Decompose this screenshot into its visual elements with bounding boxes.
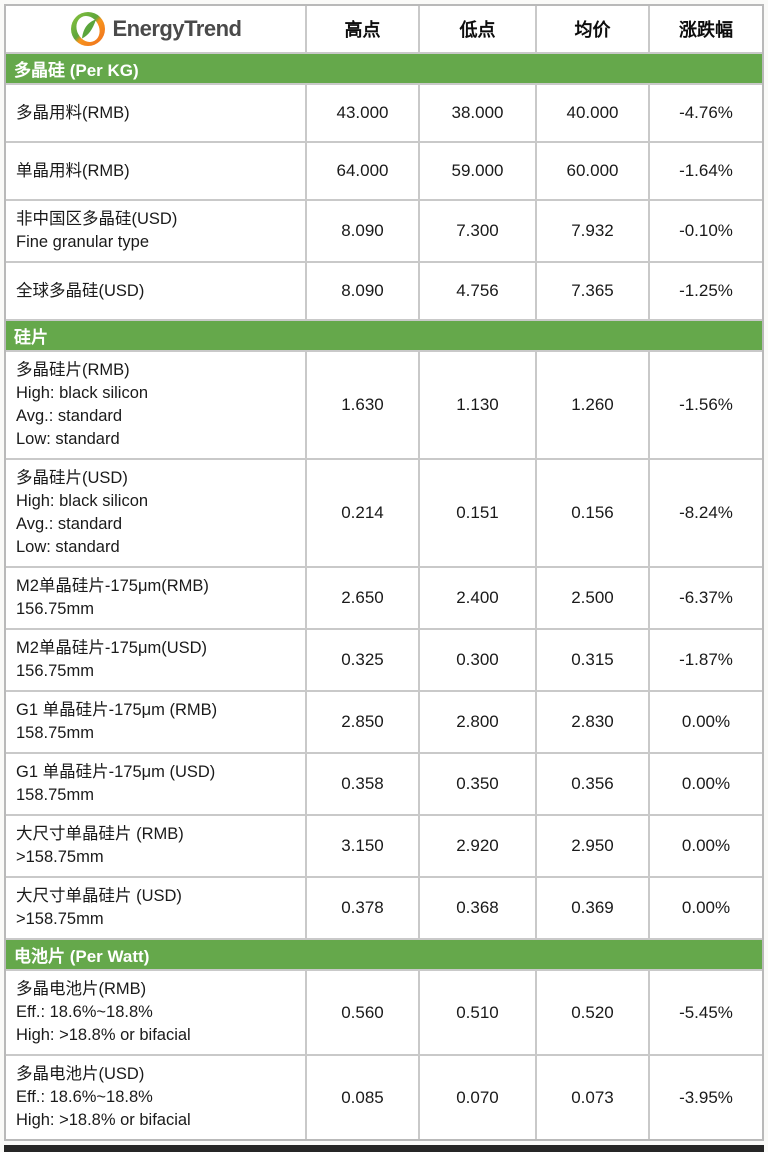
cell-low: 2.920 (418, 816, 535, 876)
cell-high: 0.378 (305, 878, 418, 938)
table-header-row: EnergyTrend 高点 低点 均价 涨跌幅 (6, 6, 762, 52)
next-section-cutoff-bar (4, 1145, 764, 1152)
cell-avg: 0.369 (535, 878, 648, 938)
price-table: EnergyTrend 高点 低点 均价 涨跌幅 多晶硅 (Per KG) 多晶… (4, 4, 764, 1141)
cell-avg: 0.315 (535, 630, 648, 690)
section-header-polysilicon: 多晶硅 (Per KG) (6, 52, 762, 83)
cell-avg: 60.000 (535, 143, 648, 199)
cell-low: 4.756 (418, 263, 535, 319)
column-header-change: 涨跌幅 (648, 6, 762, 52)
cell-high: 43.000 (305, 85, 418, 141)
table-row: M2单晶硅片-175μm(RMB) 156.75mm 2.650 2.400 2… (6, 566, 762, 628)
table-row: M2单晶硅片-175μm(USD) 156.75mm 0.325 0.300 0… (6, 628, 762, 690)
cell-low: 0.368 (418, 878, 535, 938)
section-header-cell: 电池片 (Per Watt) (6, 938, 762, 969)
cell-avg: 40.000 (535, 85, 648, 141)
cell-low: 59.000 (418, 143, 535, 199)
table-row: G1 单晶硅片-175μm (RMB) 158.75mm 2.850 2.800… (6, 690, 762, 752)
table-row: G1 单晶硅片-175μm (USD) 158.75mm 0.358 0.350… (6, 752, 762, 814)
cell-change: 0.00% (648, 754, 762, 814)
cell-change: -1.56% (648, 352, 762, 458)
cell-low: 0.151 (418, 460, 535, 566)
brand-logo: EnergyTrend (6, 6, 305, 52)
cell-low: 0.300 (418, 630, 535, 690)
row-label: 大尺寸单晶硅片 (USD) >158.75mm (16, 887, 182, 928)
cell-change: -1.25% (648, 263, 762, 319)
row-label: 多晶硅片(USD) High: black silicon Avg.: stan… (16, 469, 149, 556)
cell-high: 1.630 (305, 352, 418, 458)
cell-high: 8.090 (305, 201, 418, 261)
cell-high: 0.085 (305, 1056, 418, 1139)
row-label: 多晶电池片(RMB) Eff.: 18.6%~18.8% High: >18.8… (16, 980, 191, 1044)
cell-change: 0.00% (648, 878, 762, 938)
cell-high: 8.090 (305, 263, 418, 319)
cell-high: 0.358 (305, 754, 418, 814)
cell-change: -1.64% (648, 143, 762, 199)
row-label: M2单晶硅片-175μm(USD) 156.75mm (16, 639, 208, 680)
row-label: 多晶硅片(RMB) High: black silicon Avg.: stan… (16, 361, 149, 448)
cell-change: 0.00% (648, 692, 762, 752)
cell-avg: 0.156 (535, 460, 648, 566)
energytrend-leaf-globe-icon (70, 11, 106, 47)
cell-avg: 7.932 (535, 201, 648, 261)
brand-name: EnergyTrend (112, 16, 242, 41)
cell-avg: 2.950 (535, 816, 648, 876)
cell-high: 0.325 (305, 630, 418, 690)
cell-high: 2.650 (305, 568, 418, 628)
row-label: 全球多晶硅(USD) (16, 281, 145, 300)
cell-high: 0.214 (305, 460, 418, 566)
table-row: 多晶电池片(USD) Eff.: 18.6%~18.8% High: >18.8… (6, 1054, 762, 1139)
cell-low: 2.400 (418, 568, 535, 628)
cell-low: 2.800 (418, 692, 535, 752)
row-label: G1 单晶硅片-175μm (RMB) 158.75mm (16, 701, 218, 742)
cell-high: 0.560 (305, 971, 418, 1054)
cell-low: 0.350 (418, 754, 535, 814)
cell-avg: 2.500 (535, 568, 648, 628)
row-label: 单晶用料(RMB) (16, 161, 130, 180)
cell-change: -0.10% (648, 201, 762, 261)
cell-change: -8.24% (648, 460, 762, 566)
cell-avg: 2.830 (535, 692, 648, 752)
cell-low: 1.130 (418, 352, 535, 458)
cell-avg: 0.356 (535, 754, 648, 814)
cell-change: -3.95% (648, 1056, 762, 1139)
table-row: 大尺寸单晶硅片 (RMB) >158.75mm 3.150 2.920 2.95… (6, 814, 762, 876)
column-header-high: 高点 (305, 6, 418, 52)
cell-change: -5.45% (648, 971, 762, 1054)
row-label: 非中国区多晶硅(USD) Fine granular type (16, 210, 178, 251)
column-header-avg: 均价 (535, 6, 648, 52)
cell-low: 7.300 (418, 201, 535, 261)
cell-high: 2.850 (305, 692, 418, 752)
row-label: G1 单晶硅片-175μm (USD) 158.75mm (16, 763, 216, 804)
table-row: 多晶硅片(USD) High: black silicon Avg.: stan… (6, 458, 762, 566)
table-row: 全球多晶硅(USD) 8.090 4.756 7.365 -1.25% (6, 261, 762, 319)
cell-low: 0.510 (418, 971, 535, 1054)
table-row: 非中国区多晶硅(USD) Fine granular type 8.090 7.… (6, 199, 762, 261)
section-header-wafer: 硅片 (6, 319, 762, 350)
row-label: 大尺寸单晶硅片 (RMB) >158.75mm (16, 825, 184, 866)
table-row: 多晶硅片(RMB) High: black silicon Avg.: stan… (6, 350, 762, 458)
column-header-low: 低点 (418, 6, 535, 52)
cell-avg: 0.073 (535, 1056, 648, 1139)
table-row: 多晶电池片(RMB) Eff.: 18.6%~18.8% High: >18.8… (6, 969, 762, 1054)
cell-change: -6.37% (648, 568, 762, 628)
table-row: 多晶用料(RMB) 43.000 38.000 40.000 -4.76% (6, 83, 762, 141)
cell-high: 3.150 (305, 816, 418, 876)
cell-avg: 0.520 (535, 971, 648, 1054)
cell-avg: 1.260 (535, 352, 648, 458)
row-label: M2单晶硅片-175μm(RMB) 156.75mm (16, 577, 209, 618)
cell-low: 38.000 (418, 85, 535, 141)
cell-change: -4.76% (648, 85, 762, 141)
cell-high: 64.000 (305, 143, 418, 199)
cell-avg: 7.365 (535, 263, 648, 319)
cell-change: 0.00% (648, 816, 762, 876)
row-label: 多晶用料(RMB) (16, 103, 130, 122)
row-label: 多晶电池片(USD) Eff.: 18.6%~18.8% High: >18.8… (16, 1065, 191, 1129)
cell-low: 0.070 (418, 1056, 535, 1139)
table-row: 大尺寸单晶硅片 (USD) >158.75mm 0.378 0.368 0.36… (6, 876, 762, 938)
cell-change: -1.87% (648, 630, 762, 690)
table-row: 单晶用料(RMB) 64.000 59.000 60.000 -1.64% (6, 141, 762, 199)
